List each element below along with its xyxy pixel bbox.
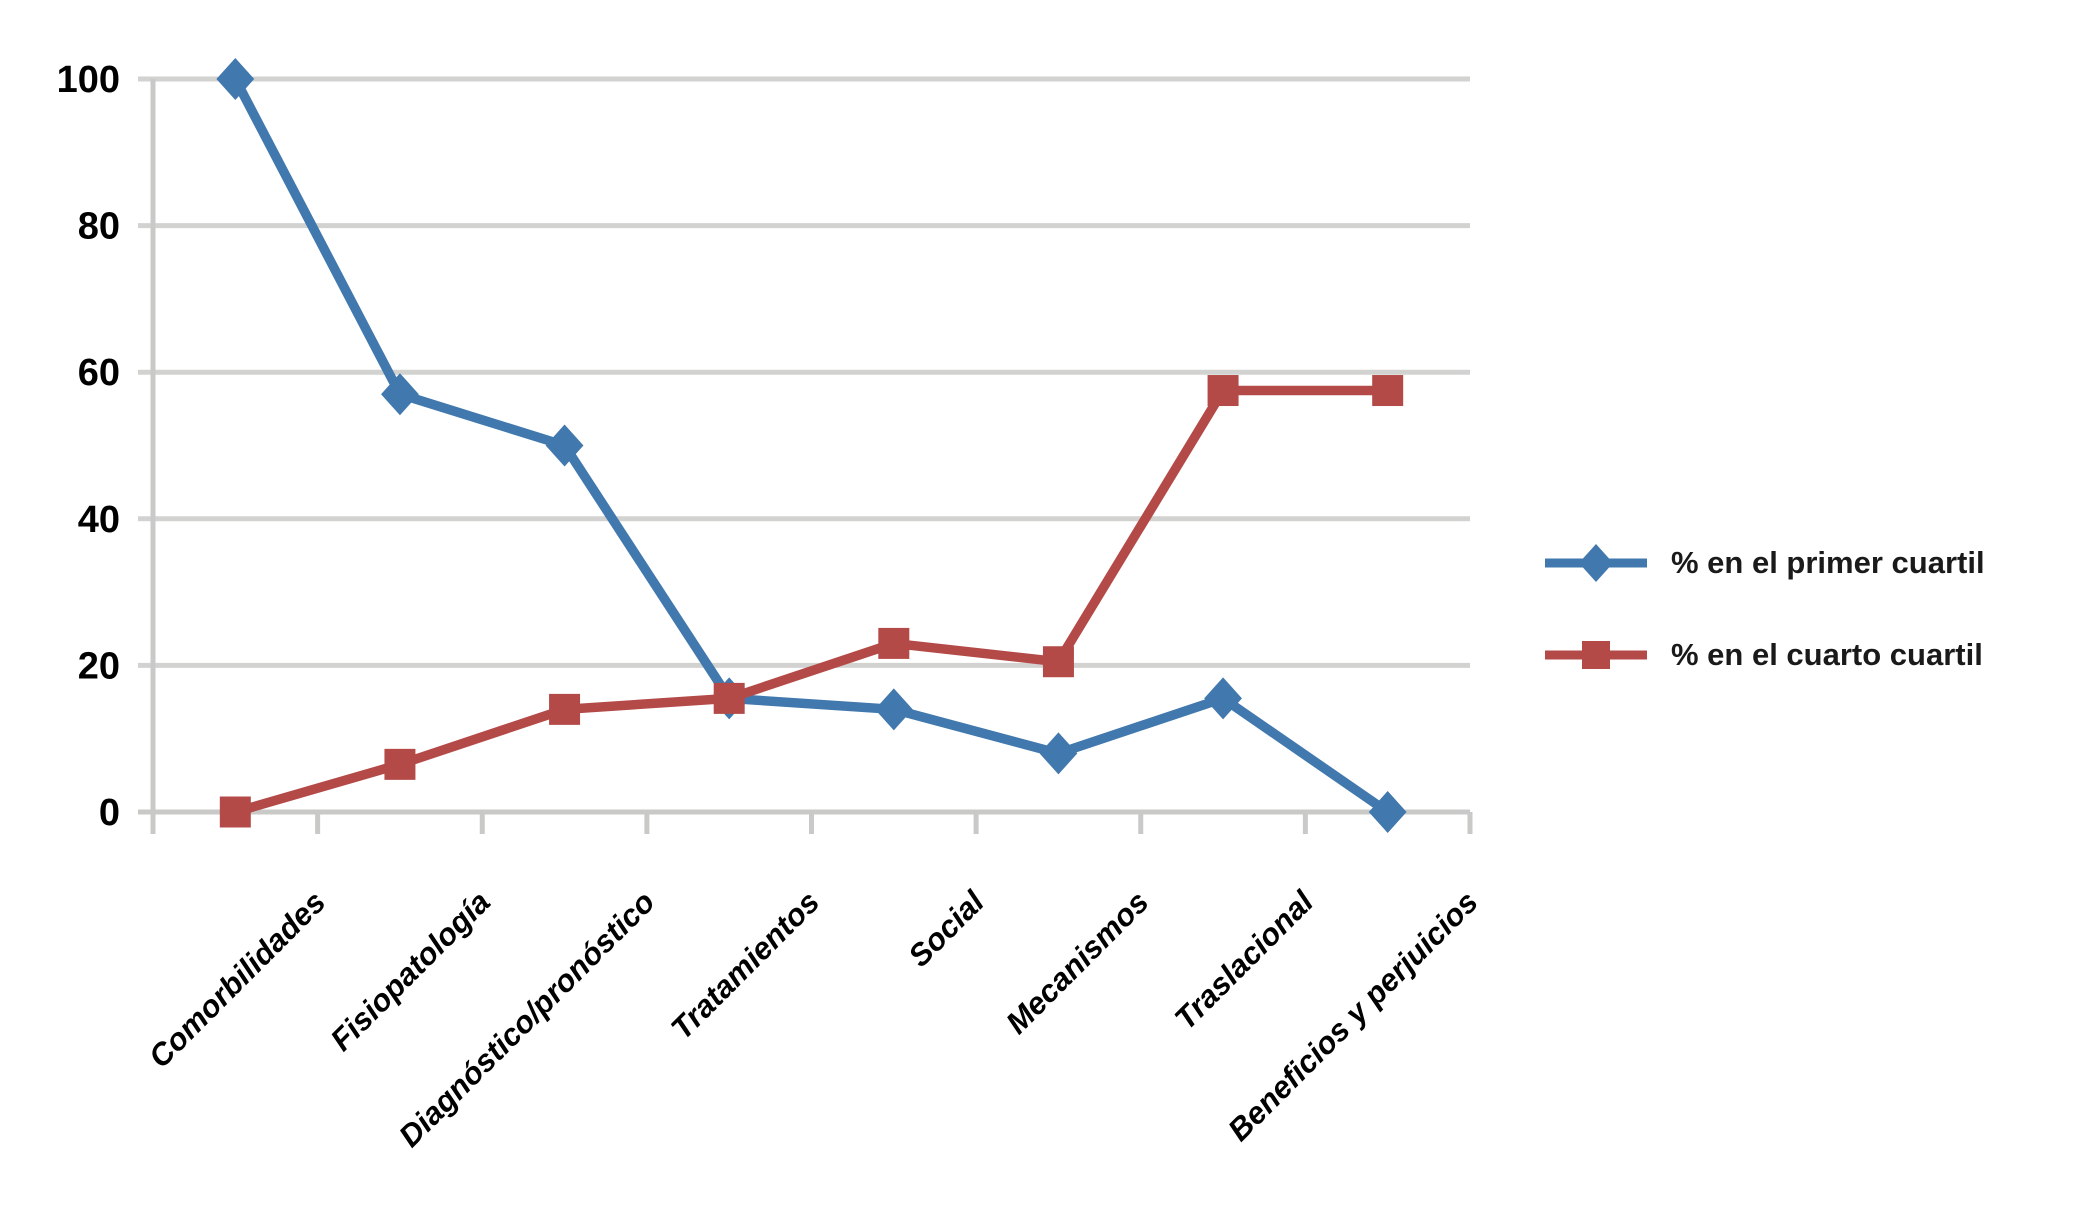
series-cuarto-cuartil — [219, 375, 1404, 828]
x-tick-label: Fisiopatología — [324, 884, 497, 1057]
y-tick-label: 20 — [78, 645, 120, 687]
data-point-square — [1582, 641, 1610, 669]
data-point-diamond — [216, 58, 255, 100]
x-tick-label: Tratamientos — [664, 884, 826, 1046]
legend: % en el primer cuartil % en el cuarto cu… — [1543, 540, 1985, 678]
y-axis-labels: 0 20 40 60 80 100 — [57, 59, 120, 834]
legend-label: % en el cuarto cuartil — [1671, 637, 1983, 672]
x-tick-label: Comorbilidades — [142, 884, 332, 1074]
y-tick-label: 40 — [78, 499, 120, 541]
legend-marker-square-icon — [1545, 641, 1647, 669]
y-tick-label: 80 — [78, 206, 120, 248]
data-point-diamond — [1578, 544, 1614, 582]
data-point-square — [878, 627, 910, 659]
series-primer-cuartil — [216, 58, 1407, 833]
data-point-diamond — [1204, 677, 1242, 720]
data-point-square — [1207, 375, 1239, 407]
series-line — [231, 76, 1391, 816]
legend-item-cuarto-cuartil: % en el cuarto cuartil — [1543, 632, 1985, 678]
data-point-square — [1042, 646, 1074, 678]
legend-item-primer-cuartil: % en el primer cuartil — [1543, 540, 1985, 586]
data-point-square — [713, 682, 745, 714]
data-point-diamond — [1368, 791, 1407, 833]
x-tick-label: Mecanismos — [999, 884, 1155, 1040]
legend-label: % en el primer cuartil — [1671, 545, 1985, 580]
y-tick-label: 60 — [78, 352, 120, 394]
data-point-diamond — [1039, 732, 1078, 775]
gridlines — [138, 76, 1470, 668]
data-point-diamond — [874, 688, 913, 731]
axes — [138, 79, 1473, 834]
y-tick-label: 0 — [99, 792, 120, 834]
data-point-square — [1372, 375, 1404, 407]
data-point-square — [549, 693, 581, 725]
data-point-diamond — [381, 373, 419, 416]
series-line — [233, 385, 1388, 817]
data-point-square — [219, 796, 251, 828]
x-tick-label: Social — [901, 883, 991, 973]
data-point-diamond — [545, 424, 584, 467]
x-axis-labels: ComorbilidadesFisiopatologíaDiagnóstico/… — [142, 883, 1485, 1154]
legend-marker-diamond-icon — [1545, 544, 1647, 582]
data-point-square — [384, 748, 416, 780]
y-tick-label: 100 — [57, 59, 120, 101]
x-tick-label: Traslacional — [1168, 883, 1321, 1036]
